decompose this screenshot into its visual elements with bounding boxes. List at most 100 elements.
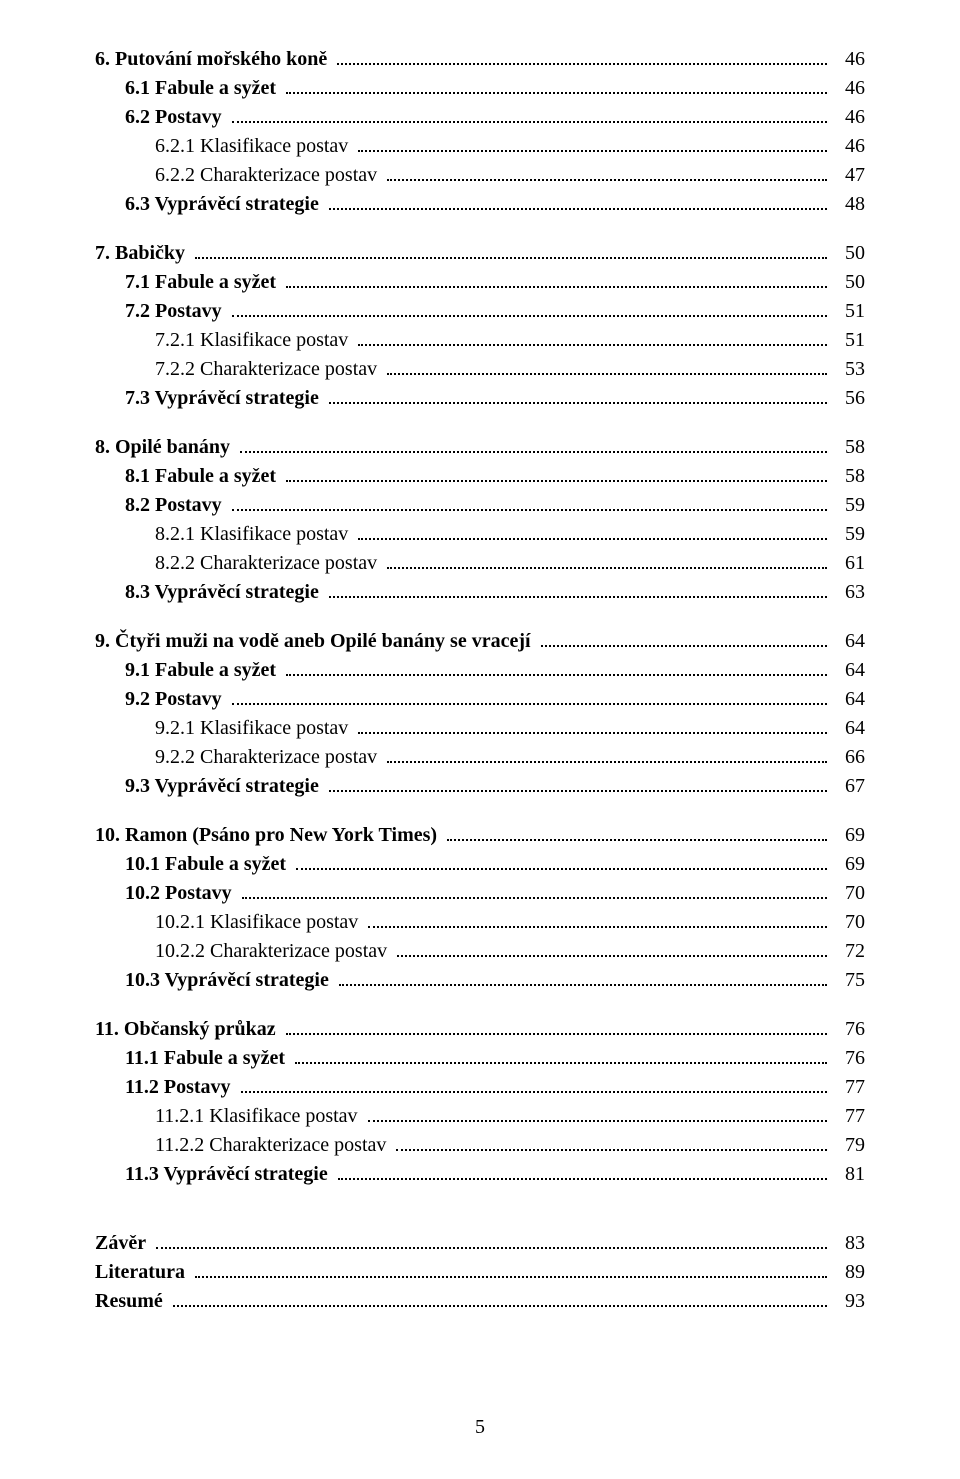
toc-row: 7.1 Fabule a syžet50 xyxy=(95,271,865,294)
toc-leader-dots xyxy=(286,466,827,482)
toc-leader-dots xyxy=(329,582,827,598)
toc-page-number: 63 xyxy=(831,581,865,604)
toc-leader-dots xyxy=(358,330,827,346)
section-gap xyxy=(95,416,865,436)
toc-row: 10.3 Vyprávěcí strategie75 xyxy=(95,969,865,992)
toc-leader-dots xyxy=(541,631,827,647)
toc-label: Literatura xyxy=(95,1261,191,1284)
toc-row: 7.2 Postavy 51 xyxy=(95,300,865,323)
toc-row: 8.2.1 Klasifikace postav59 xyxy=(95,523,865,546)
toc-label: 7. Babičky xyxy=(95,242,191,265)
toc-row: 7.2.2 Charakterizace postav53 xyxy=(95,358,865,381)
toc-page-number: 64 xyxy=(831,659,865,682)
toc-label: 11.1 Fabule a syžet xyxy=(125,1047,291,1070)
toc-leader-dots xyxy=(295,1048,827,1064)
section-gap xyxy=(95,804,865,824)
toc-page-number: 66 xyxy=(831,746,865,769)
toc-label: 6.2.2 Charakterizace postav xyxy=(155,164,383,187)
toc-page-number: 51 xyxy=(831,300,865,323)
toc-row: 10.2.1 Klasifikace postav70 xyxy=(95,911,865,934)
toc-label: 7.2.2 Charakterizace postav xyxy=(155,358,383,381)
section-gap xyxy=(95,998,865,1018)
toc-page-number: 47 xyxy=(831,164,865,187)
toc-page-number: 67 xyxy=(831,775,865,798)
toc-row: 11.2.2 Charakterizace postav 79 xyxy=(95,1134,865,1157)
toc-row: 9.2.1 Klasifikace postav64 xyxy=(95,717,865,740)
toc-label: Závěr xyxy=(95,1232,152,1255)
toc-page-number: 83 xyxy=(831,1232,865,1255)
toc-page-number: 58 xyxy=(831,465,865,488)
toc-page-number: 48 xyxy=(831,193,865,216)
toc-row: Resumé93 xyxy=(95,1290,865,1313)
toc-page-number: 79 xyxy=(831,1134,865,1157)
toc-page-number: 64 xyxy=(831,630,865,653)
toc-label: 9.3 Vyprávěcí strategie xyxy=(125,775,325,798)
toc-label: 6.2 Postavy xyxy=(125,106,228,129)
toc-label: 10.3 Vyprávěcí strategie xyxy=(125,969,335,992)
toc-label: 10.1 Fabule a syžet xyxy=(125,853,292,876)
toc-label: 11.2.1 Klasifikace postav xyxy=(155,1105,364,1128)
toc-row: 11. Občanský průkaz76 xyxy=(95,1018,865,1041)
toc-row: 6. Putování mořského koně46 xyxy=(95,48,865,71)
section-gap xyxy=(95,1212,865,1232)
toc-label: 9.1 Fabule a syžet xyxy=(125,659,282,682)
toc-page-number: 70 xyxy=(831,911,865,934)
toc-row: 9. Čtyři muži na vodě aneb Opilé banány … xyxy=(95,630,865,653)
toc-label: 9.2 Postavy xyxy=(125,688,228,711)
toc-row: 9.2 Postavy64 xyxy=(95,688,865,711)
toc-page-number: 46 xyxy=(831,135,865,158)
toc-label: 10. Ramon (Psáno pro New York Times) xyxy=(95,824,443,847)
toc-page-number: 50 xyxy=(831,271,865,294)
toc-leader-dots xyxy=(232,689,827,705)
toc-row: 9.1 Fabule a syžet 64 xyxy=(95,659,865,682)
toc-leader-dots xyxy=(173,1291,827,1307)
toc-label: 11.2.2 Charakterizace postav xyxy=(155,1134,392,1157)
section-gap xyxy=(95,610,865,630)
toc-label: 7.3 Vyprávěcí strategie xyxy=(125,387,325,410)
toc-leader-dots xyxy=(329,776,827,792)
toc-leader-dots xyxy=(447,825,827,841)
toc-row: 7.3 Vyprávěcí strategie 56 xyxy=(95,387,865,410)
toc-leader-dots xyxy=(387,747,827,763)
toc-label: 8.3 Vyprávěcí strategie xyxy=(125,581,325,604)
toc-page-number: 56 xyxy=(831,387,865,410)
toc-row: 6.3 Vyprávěcí strategie48 xyxy=(95,193,865,216)
toc-page-number: 61 xyxy=(831,552,865,575)
section-gap xyxy=(95,222,865,242)
toc-label: 7.2.1 Klasifikace postav xyxy=(155,329,354,352)
toc-page-number: 81 xyxy=(831,1163,865,1186)
toc-row: Literatura89 xyxy=(95,1261,865,1284)
toc-page-number: 76 xyxy=(831,1047,865,1070)
toc-label: 9.2.1 Klasifikace postav xyxy=(155,717,354,740)
toc-leader-dots xyxy=(329,194,827,210)
toc-leader-dots xyxy=(329,388,827,404)
toc-leader-dots xyxy=(195,243,827,259)
toc-row: 10.2.2 Charakterizace postav72 xyxy=(95,940,865,963)
toc-page-number: 51 xyxy=(831,329,865,352)
toc-leader-dots xyxy=(195,1262,827,1278)
toc-row: 11.2.1 Klasifikace postav 77 xyxy=(95,1105,865,1128)
toc-row: 8.1 Fabule a syžet58 xyxy=(95,465,865,488)
toc-page-number: 77 xyxy=(831,1105,865,1128)
toc-leader-dots xyxy=(396,1135,827,1151)
toc-leader-dots xyxy=(358,136,827,152)
toc-row: 8.2 Postavy59 xyxy=(95,494,865,517)
toc-leader-dots xyxy=(242,883,827,899)
toc-label: 7.2 Postavy xyxy=(125,300,228,323)
toc-leader-dots xyxy=(232,301,827,317)
toc-label: 8.2.2 Charakterizace postav xyxy=(155,552,383,575)
toc-page-number: 46 xyxy=(831,106,865,129)
toc-leader-dots xyxy=(358,718,827,734)
toc-label: 8.2.1 Klasifikace postav xyxy=(155,523,354,546)
toc-page-number: 59 xyxy=(831,494,865,517)
toc-label: Resumé xyxy=(95,1290,169,1313)
toc-leader-dots xyxy=(286,272,827,288)
toc-leader-dots xyxy=(337,49,827,65)
toc-label: 6.1 Fabule a syžet xyxy=(125,77,282,100)
toc-label: 10.2.2 Charakterizace postav xyxy=(155,940,393,963)
toc-leader-dots xyxy=(232,107,827,123)
toc-label: 9.2.2 Charakterizace postav xyxy=(155,746,383,769)
toc-row: 11.3 Vyprávěcí strategie81 xyxy=(95,1163,865,1186)
toc-label: 9. Čtyři muži na vodě aneb Opilé banány … xyxy=(95,630,537,653)
toc-row: 8.2.2 Charakterizace postav 61 xyxy=(95,552,865,575)
